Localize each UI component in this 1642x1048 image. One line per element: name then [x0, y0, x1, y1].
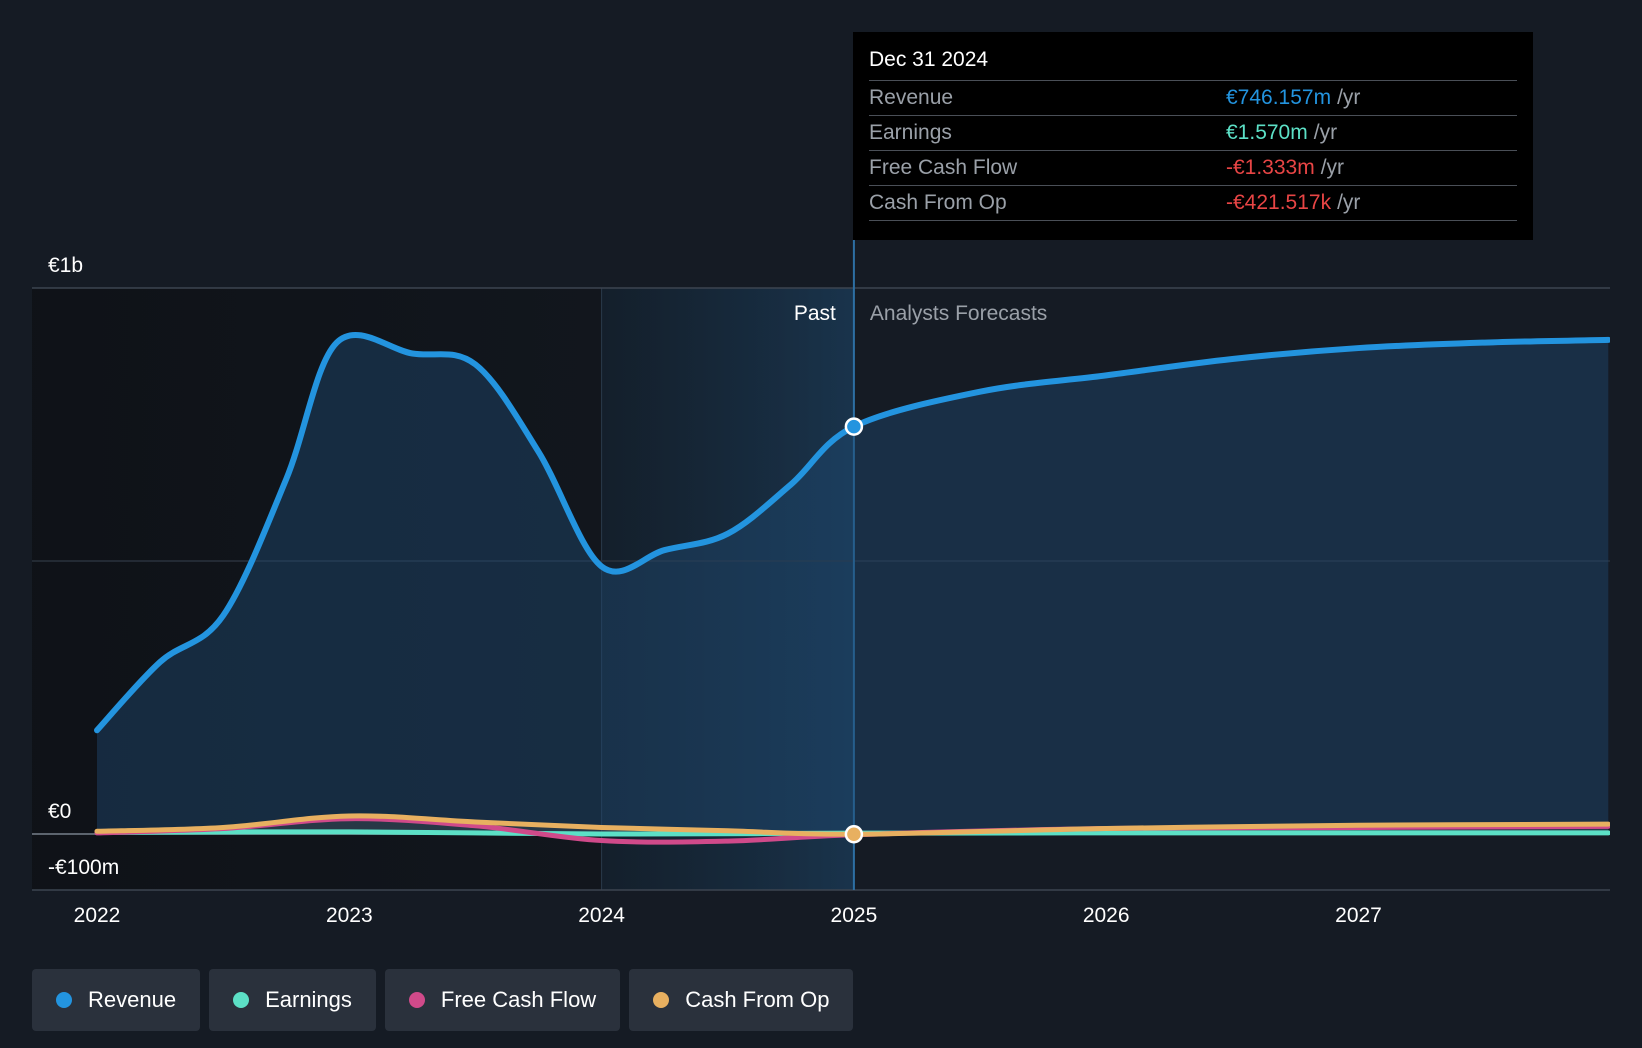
tooltip-row-earnings: Earnings €1.570m /yr: [869, 116, 1517, 151]
tooltip-label: Cash From Op: [869, 191, 1007, 214]
tooltip-label: Earnings: [869, 121, 952, 144]
tooltip-label: Free Cash Flow: [869, 156, 1018, 179]
legend-item-revenue[interactable]: Revenue: [32, 969, 201, 1031]
tooltip-label: Revenue: [869, 86, 954, 109]
revenue-dot-icon: [56, 992, 72, 1008]
y-tick-label: -€100m: [48, 856, 119, 879]
tooltip-row-cash-from-op: Cash From Op -€421.517k /yr: [869, 186, 1517, 221]
earnings-dot-icon: [233, 992, 250, 1008]
legend-item-earnings[interactable]: Earnings: [209, 969, 376, 1031]
tooltip-value: -€1.333m: [1226, 156, 1315, 179]
legend-label: Free Cash Flow: [440, 987, 597, 1012]
legend-label: Earnings: [265, 987, 352, 1012]
tooltip-unit: /yr: [1313, 121, 1338, 144]
tooltip-row-free-cash-flow: Free Cash Flow -€1.333m /yr: [869, 151, 1517, 186]
cash-from-op-point-marker: [844, 824, 864, 844]
legend-label: Revenue: [88, 987, 177, 1012]
tooltip-value: €746.157m: [1226, 86, 1332, 109]
x-tick-label: 2026: [1083, 904, 1130, 927]
x-tick-label: 2025: [831, 904, 878, 927]
x-tick-label: 2023: [326, 904, 373, 927]
x-tick-label: 2027: [1335, 904, 1382, 927]
x-tick-label: 2022: [74, 904, 121, 927]
tooltip-unit: /yr: [1320, 156, 1345, 179]
legend: Revenue Earnings Free Cash Flow Cash Fro…: [32, 969, 854, 1031]
free-cash-flow-dot-icon: [408, 992, 425, 1008]
tooltip-date: Dec 31 2024: [869, 44, 1517, 81]
y-tick-label: €0: [48, 800, 71, 823]
forecast-label: Analysts Forecasts: [870, 302, 1047, 325]
past-label: Past: [794, 302, 836, 325]
tooltip-row-revenue: Revenue €746.157m /yr: [869, 81, 1517, 116]
cash-from-op-dot-icon: [653, 992, 670, 1008]
highlight-band: [601, 288, 854, 890]
tooltip-unit: /yr: [1337, 86, 1361, 109]
tooltip-value: €1.570m: [1226, 121, 1308, 144]
tooltip: Dec 31 2024 Revenue €746.157m /yr Earnin…: [853, 32, 1533, 240]
tooltip-unit: /yr: [1337, 191, 1361, 214]
revenue-line: [94, 332, 1610, 734]
x-tick-label: 2024: [578, 904, 625, 927]
legend-item-cash-from-op[interactable]: Cash From Op: [629, 969, 854, 1031]
tooltip-value: -€421.517k: [1226, 191, 1332, 214]
cash-from-op-line: [94, 813, 1610, 837]
y-tick-label: €1b: [48, 254, 83, 277]
revenue-point-marker: [844, 417, 864, 436]
revenue-area: [97, 334, 1609, 834]
legend-item-free-cash-flow[interactable]: Free Cash Flow: [384, 969, 621, 1031]
legend-label: Cash From Op: [685, 987, 830, 1012]
